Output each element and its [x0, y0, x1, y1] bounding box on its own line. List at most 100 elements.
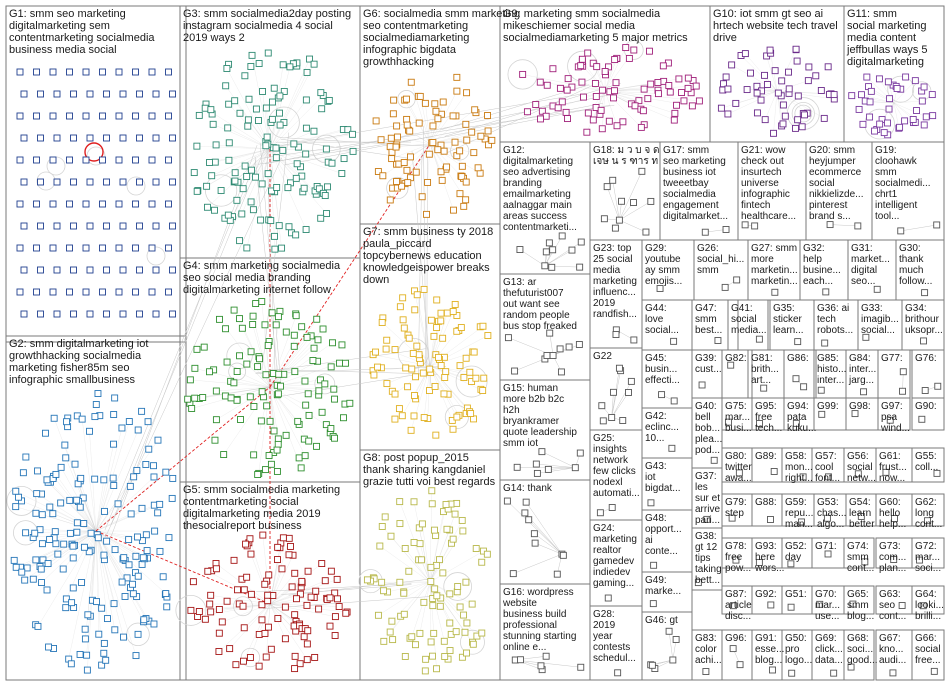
graph-node [441, 653, 449, 660]
graph-node [123, 574, 131, 582]
cluster-label-line: G66: [915, 633, 937, 644]
graph-node [282, 328, 290, 336]
graph-node [66, 68, 73, 76]
cluster-label-line: grazie tutti voi best regards [363, 476, 496, 488]
graph-node [647, 197, 655, 205]
graph-node [867, 87, 875, 95]
graph-node [259, 88, 266, 95]
graph-node [577, 663, 585, 671]
cluster-label-line: conte... [645, 546, 678, 557]
cluster-label-line: G73: [879, 541, 901, 552]
graph-node [119, 310, 127, 318]
graph-edge [205, 108, 271, 150]
graph-edge [241, 148, 271, 215]
graph-node [902, 73, 910, 81]
cluster-label-line: professional [503, 620, 557, 631]
cluster-label-line: pro [785, 644, 800, 655]
cluster-label-g22: G22 [593, 351, 612, 362]
graph-node [262, 653, 270, 661]
cluster-label-g98: G98: [849, 401, 871, 412]
cluster-label-line: G86: [787, 353, 809, 364]
graph-node [440, 637, 448, 645]
cluster-label-line: G5: smm socialmedia marketing [183, 484, 340, 496]
graph-node [34, 622, 42, 630]
graph-node [309, 357, 317, 364]
cluster-label-line: random people [503, 310, 570, 321]
graph-node [37, 266, 44, 274]
cluster-label-line: infographic smallbusiness [9, 374, 135, 386]
graph-node [761, 71, 768, 79]
graph-node [577, 238, 585, 246]
graph-node [391, 346, 399, 354]
graph-node [450, 206, 457, 214]
graph-node [208, 172, 216, 180]
cluster-label-line: ecommerce [809, 167, 862, 178]
graph-node [267, 645, 275, 653]
cluster-label-line: inter... [849, 364, 876, 375]
graph-node [86, 90, 94, 98]
graph-node [303, 68, 311, 76]
cluster-label-line: esse... [755, 644, 784, 655]
graph-node [769, 666, 776, 674]
graph-node [165, 112, 172, 120]
cluster-label-line: G99: [817, 401, 839, 412]
graph-node [431, 382, 439, 390]
graph-node [169, 474, 177, 482]
cluster-label-line: insurtech [741, 167, 782, 178]
graph-node [434, 146, 442, 154]
graph-edge [411, 150, 432, 386]
graph-node [298, 577, 306, 585]
cluster-label-line: bob... [695, 423, 720, 434]
graph-node [442, 501, 450, 508]
graph-node [403, 115, 411, 123]
cluster-label-line: free... [915, 655, 941, 666]
graph-node [201, 615, 209, 623]
graph-node [688, 102, 696, 110]
graph-node [49, 68, 57, 76]
graph-node [816, 600, 824, 608]
cluster-label-line: free [725, 552, 743, 563]
graph-node [331, 632, 339, 639]
cluster-label-line: kno... [879, 644, 903, 655]
graph-edge [264, 93, 586, 149]
graph-node [52, 540, 60, 548]
graph-edge [213, 124, 271, 150]
cluster-label-line: G89: [755, 451, 777, 462]
graph-node [21, 576, 29, 584]
graph-node [71, 460, 79, 468]
cluster-label-g57: G57: cool font... [815, 451, 840, 484]
graph-node [244, 122, 252, 130]
cluster-label-line: smm [695, 314, 717, 325]
graph-node [426, 387, 433, 394]
graph-node [115, 200, 123, 208]
graph-edge [41, 530, 97, 583]
graph-node [400, 610, 408, 618]
graph-node [103, 178, 110, 186]
graph-node [639, 107, 647, 115]
cluster-label-g68: G68: soci... good... [847, 633, 878, 666]
graph-node [824, 63, 832, 71]
graph-node [692, 82, 700, 90]
graph-node [755, 335, 763, 343]
graph-node [83, 666, 91, 674]
graph-node [37, 310, 44, 318]
graph-edge [411, 82, 431, 145]
graph-node [310, 127, 318, 135]
graph-node [261, 321, 269, 329]
graph-edge [611, 392, 614, 418]
graph-node [580, 93, 587, 101]
graph-node [767, 516, 774, 523]
graph-node [82, 288, 90, 296]
cluster-label-line: marke... [645, 586, 681, 597]
graph-node [233, 196, 241, 204]
graph-node [195, 111, 203, 119]
cluster-label-line: G59: [785, 497, 807, 508]
graph-node [717, 104, 725, 112]
graph-node [274, 440, 282, 448]
graph-node [729, 602, 737, 610]
graph-node [120, 633, 127, 641]
graph-node [237, 416, 244, 423]
cluster-label-g71: G71: [815, 541, 837, 552]
graph-node [318, 560, 326, 567]
graph-node [327, 567, 335, 575]
